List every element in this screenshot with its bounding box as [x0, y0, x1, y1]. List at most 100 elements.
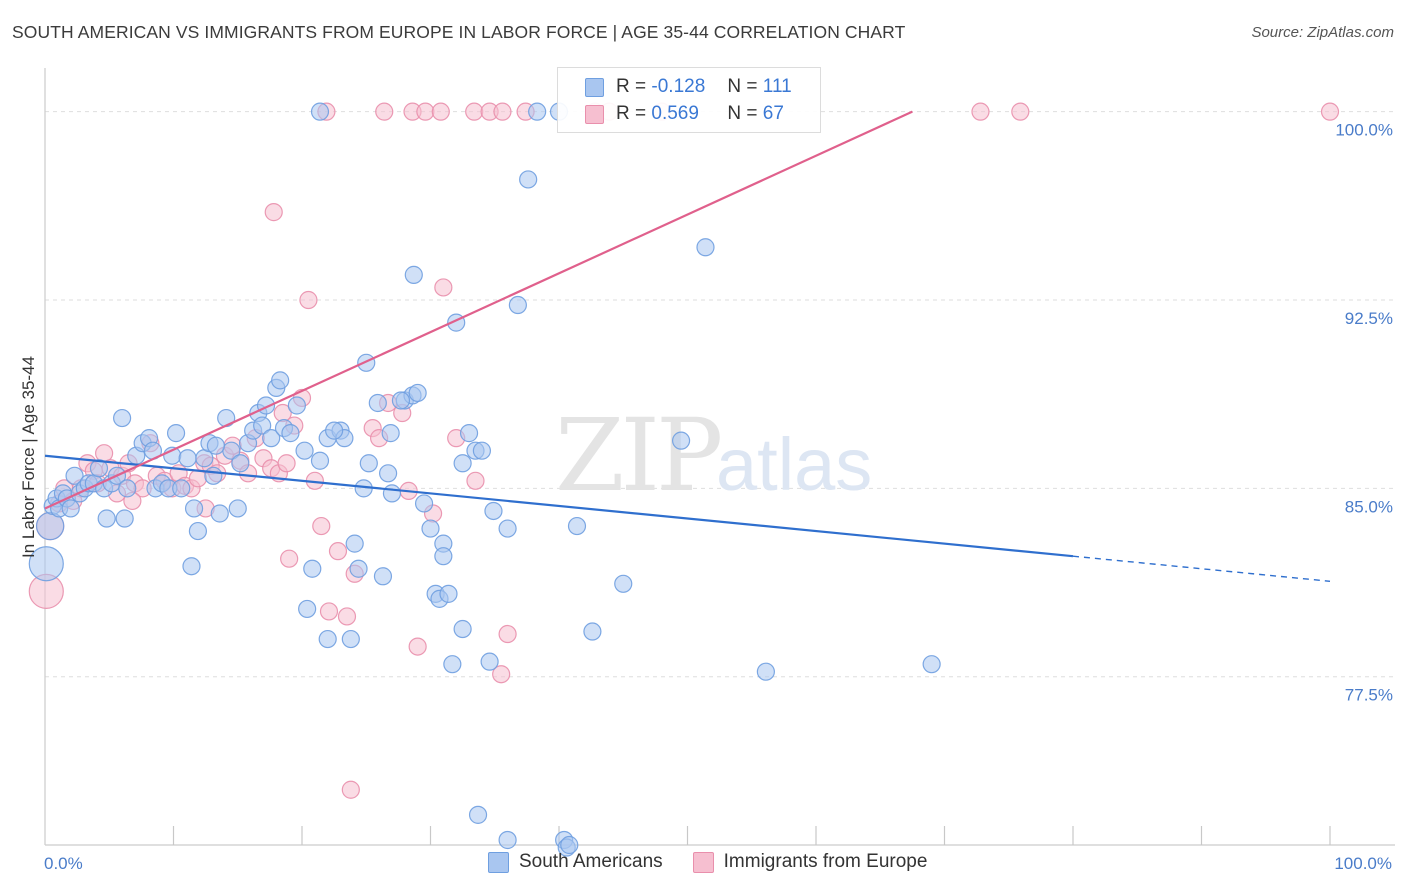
chart-title: SOUTH AMERICAN VS IMMIGRANTS FROM EUROPE… [12, 22, 906, 42]
south-american-point [480, 652, 499, 671]
gridlines [45, 111, 1395, 678]
europe-point [95, 444, 114, 463]
series-swatch-pink [692, 851, 714, 873]
legend-swatch-blue [585, 77, 604, 97]
series-label-south-americans: South Americans [519, 851, 663, 872]
legend-row-immigrants-from-europe: R = 0.569 N = 67 [558, 101, 784, 127]
europe-point [299, 290, 318, 310]
south-american-point [89, 459, 109, 478]
south-american-point [696, 238, 715, 257]
south-american-point [28, 546, 64, 582]
south-american-point [118, 479, 137, 498]
south-american-point [61, 499, 80, 518]
y-axis-label: In Labor Force | Age 35-44 [19, 356, 38, 558]
y-tick-label: 92.5% [1345, 309, 1393, 328]
south-american-point [204, 466, 223, 485]
south-american-point [498, 830, 517, 850]
south-american-point [166, 424, 186, 443]
south-american-point [303, 559, 322, 578]
europe-point [1011, 102, 1030, 121]
south-american-point [178, 449, 197, 468]
south-american-point [345, 534, 364, 553]
europe-point [431, 102, 450, 121]
source-credit: Source: ZipAtlas.com [1251, 24, 1394, 41]
europe-point [1320, 102, 1340, 121]
series-label-immigrants-from-europe: Immigrants from Europe [723, 851, 928, 872]
south-american-point [468, 805, 488, 824]
legend-n-value: 111 [762, 76, 792, 97]
legend-n-label: N = [727, 103, 758, 124]
europe-point [971, 102, 990, 121]
south-american-point [484, 501, 503, 521]
correlation-legend: R = -0.128 N = 111 R = 0.569 N = 67 [557, 67, 821, 133]
europe-point [493, 102, 512, 121]
south-american-point [583, 622, 602, 641]
legend-r-value: -0.128 [651, 76, 706, 97]
south-american-point [671, 431, 691, 450]
x-tick-label: 0.0% [44, 854, 83, 873]
south-american-point [325, 421, 344, 440]
south-american-point [381, 424, 400, 443]
legend-row-south-americans: R = -0.128 N = 111 [558, 74, 792, 100]
europe-point [465, 102, 484, 121]
europe-point [264, 203, 283, 222]
x-tick-label: 100.0% [1334, 854, 1392, 873]
europe-point [319, 602, 339, 621]
europe-point [408, 637, 427, 656]
south-american-point [206, 436, 226, 455]
south-american-point [472, 441, 491, 460]
watermark-zip: ZIP [555, 397, 720, 514]
south-american-point [414, 494, 434, 513]
south-american-point [228, 499, 247, 518]
south-american-point [519, 170, 538, 189]
south-american-point [614, 574, 633, 593]
europe-point [498, 624, 517, 644]
south-american-point [368, 393, 387, 413]
europe-point [280, 549, 299, 568]
europe-point [188, 469, 208, 488]
series-legend-south-americans[interactable]: South Americans [488, 851, 663, 873]
y-tick-label: 100.0% [1335, 121, 1393, 140]
legend-r-label: R = [616, 76, 647, 97]
europe-point [492, 665, 511, 684]
legend-n-label: N = [727, 76, 758, 97]
y-tick-labels: 77.5% 85.0% 92.5% 100.0% [1335, 121, 1393, 705]
europe-point [312, 516, 331, 536]
south-american-point [408, 383, 427, 403]
south-american-point [97, 509, 116, 528]
south-american-point [310, 451, 330, 470]
south-american-point [318, 629, 337, 649]
south-american-point [922, 655, 941, 674]
europe-trend-line [44, 110, 913, 510]
south-american-point [271, 371, 290, 390]
south-american-point [560, 835, 579, 855]
south-american-point [210, 504, 229, 523]
south-american-point [357, 353, 376, 372]
south-american-point [498, 519, 517, 538]
south-american-point [112, 408, 132, 428]
south-american-point [459, 424, 479, 443]
europe-point [328, 542, 348, 561]
south-american-point [287, 396, 306, 415]
south-american-point [421, 519, 440, 538]
south-american-point [443, 655, 462, 674]
south-americans-points [28, 102, 941, 857]
europe-point [337, 607, 357, 626]
europe-point [341, 780, 360, 799]
south-american-point [359, 454, 378, 473]
south-american-point [295, 441, 314, 460]
y-tick-label: 85.0% [1345, 497, 1393, 516]
south-american-point [182, 557, 201, 576]
south-american-point [508, 295, 527, 315]
south-american-point [298, 599, 317, 619]
legend-swatch-pink [585, 104, 604, 124]
y-tick-label: 77.5% [1345, 686, 1393, 705]
south-american-point [382, 484, 402, 503]
south-american-point [756, 662, 775, 681]
south-american-point [378, 464, 398, 483]
south-american-point [391, 391, 411, 410]
series-legend-immigrants-from-europe[interactable]: Immigrants from Europe [692, 851, 928, 873]
south-american-point [172, 479, 191, 498]
europe-point [466, 471, 485, 490]
series-legend: South Americans Immigrants from Europe [488, 851, 957, 873]
